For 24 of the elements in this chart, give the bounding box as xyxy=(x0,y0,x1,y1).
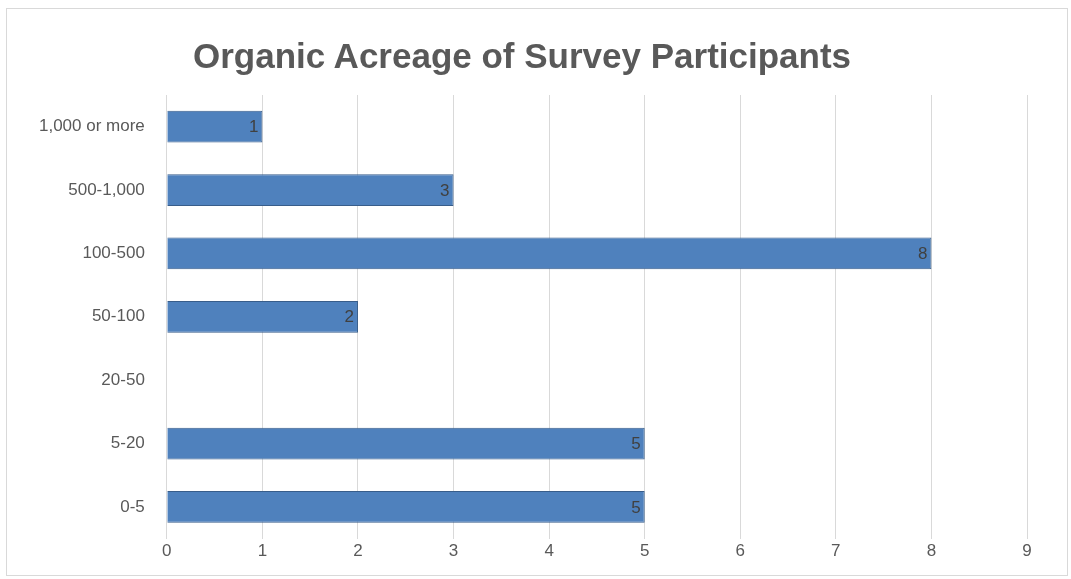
x-tick-label: 1 xyxy=(257,541,268,561)
y-tick-label: 100-500 xyxy=(82,243,145,263)
x-tick-label: 7 xyxy=(831,541,841,561)
y-tick-label: 5-20 xyxy=(110,433,145,453)
y-tick-label: 500-1,000 xyxy=(68,179,145,199)
x-tick-label: 3 xyxy=(448,541,459,561)
data-label: 3 xyxy=(440,180,450,200)
y-tick-label: 50-100 xyxy=(91,306,145,326)
x-tick-label: 2 xyxy=(353,541,363,561)
y-tick-label: 20-50 xyxy=(101,369,145,389)
data-label: 8 xyxy=(917,244,928,264)
data-label: 1 xyxy=(248,117,259,137)
x-tick-label: 5 xyxy=(639,541,650,561)
x-tick-label: 4 xyxy=(544,541,554,561)
y-tick-label: 1,000 or more xyxy=(38,116,145,136)
data-label: 5 xyxy=(631,497,641,517)
y-tick-label: 0-5 xyxy=(120,496,145,516)
x-tick-label: 9 xyxy=(1022,541,1032,561)
data-label: 5 xyxy=(631,434,641,454)
chart-title: Organic Acreage of Survey Participants xyxy=(192,35,852,75)
x-tick-label: 0 xyxy=(162,541,172,561)
x-tick-label: 6 xyxy=(735,541,746,561)
data-label: 2 xyxy=(344,307,354,327)
x-tick-label: 8 xyxy=(926,541,937,561)
